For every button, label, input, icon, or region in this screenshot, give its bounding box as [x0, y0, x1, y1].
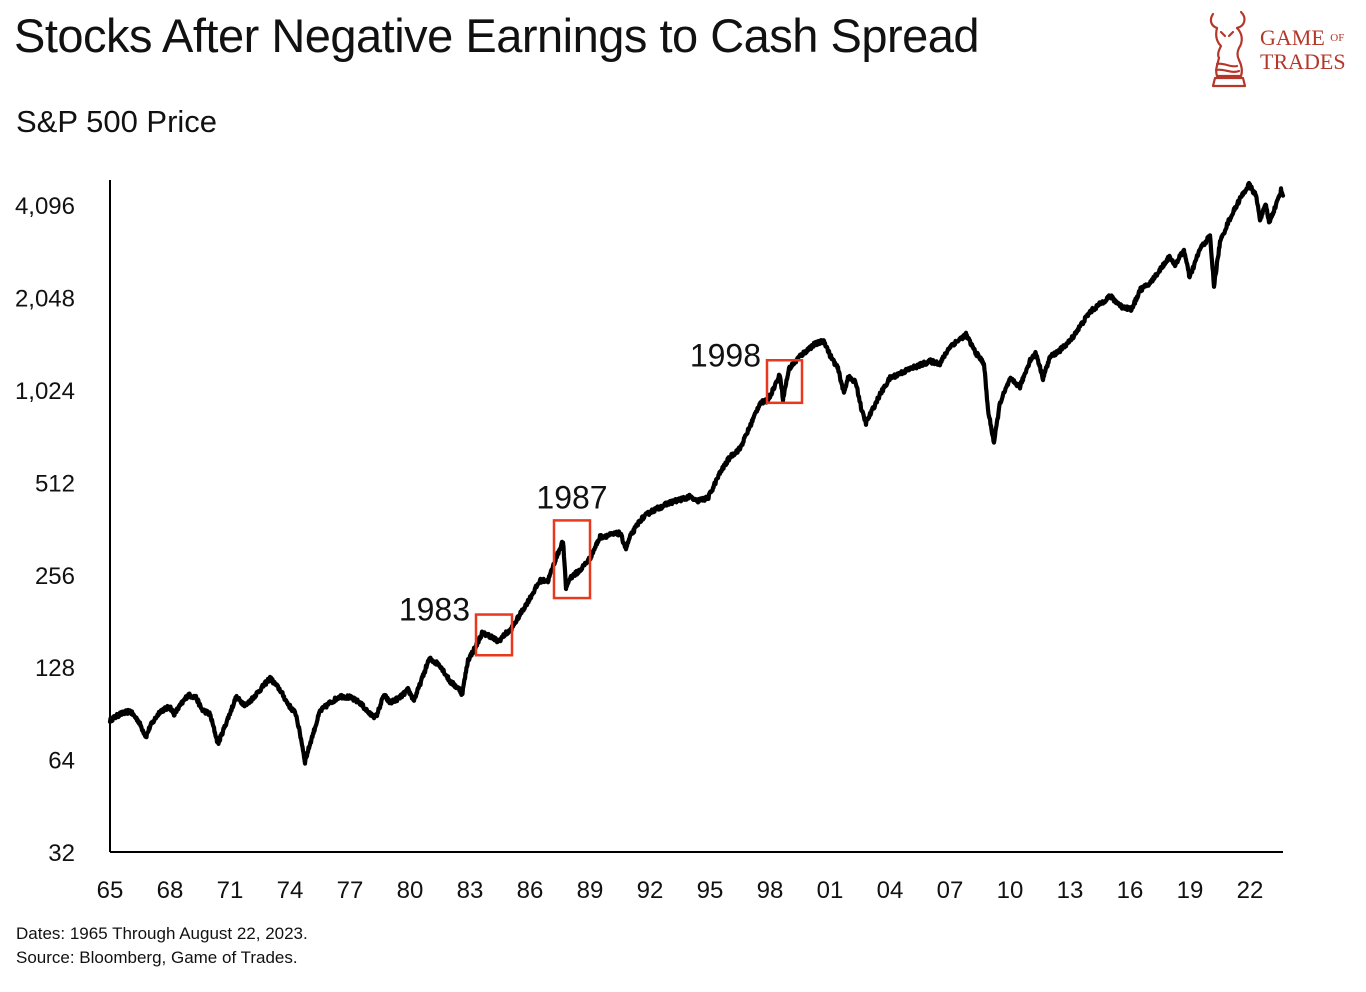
- x-tick-label: 71: [217, 877, 244, 904]
- y-axis: 32 64 128 256 512 1,024 2,048 4,096: [15, 180, 111, 867]
- y-tick-label: 128: [35, 655, 75, 682]
- annotation-label-1987: 1987: [536, 479, 607, 515]
- x-tick-label: 68: [157, 877, 184, 904]
- game-of-trades-logo: GAME OF TRADES: [1203, 6, 1353, 96]
- x-tick-label: 98: [757, 877, 784, 904]
- annotation-label-1998: 1998: [690, 337, 761, 373]
- annotation-label-1983: 1983: [399, 592, 470, 628]
- annotation-box-1987: [552, 519, 592, 600]
- y-tick-label: 32: [48, 840, 75, 867]
- annotations: 1983 1987 1998: [399, 337, 804, 657]
- x-tick-label: 77: [337, 877, 364, 904]
- sp500-price-line: [107, 180, 1286, 766]
- x-tick-label: 04: [877, 877, 904, 904]
- y-tick-label: 256: [35, 563, 75, 590]
- x-tick-label: 74: [277, 877, 304, 904]
- x-tick-label: 10: [997, 877, 1024, 904]
- y-tick-label: 64: [48, 748, 75, 775]
- x-tick-label: 86: [517, 877, 544, 904]
- footnote-source: Source: Bloomberg, Game of Trades.: [16, 948, 298, 967]
- x-tick-label: 22: [1237, 877, 1264, 904]
- x-tick-label: 07: [937, 877, 964, 904]
- footnote-dates: Dates: 1965 Through August 22, 2023.: [16, 924, 308, 943]
- bull-chess-knight-icon: [1209, 10, 1247, 88]
- chart-subtitle: S&P 500 Price: [16, 104, 218, 139]
- series-group: [107, 180, 1286, 766]
- x-tick-label: 16: [1117, 877, 1144, 904]
- logo-wordmark: GAME OF TRADES: [1260, 25, 1346, 74]
- y-tick-label: 512: [35, 470, 75, 497]
- annotation-box-1998: [765, 359, 804, 405]
- x-tick-label: 19: [1177, 877, 1204, 904]
- x-tick-label: 83: [457, 877, 484, 904]
- x-tick-label: 13: [1057, 877, 1084, 904]
- x-tick-label: 80: [397, 877, 424, 904]
- y-tick-label: 4,096: [15, 193, 75, 220]
- annotation-box-1983: [474, 613, 514, 657]
- y-tick-label: 2,048: [15, 286, 75, 313]
- x-tick-label: 65: [97, 877, 124, 904]
- x-axis: 65 68 71 74 77 80 83 86 89 92 95 98 01 04 07 10 13 16 19 22: [97, 851, 1283, 904]
- x-tick-label: 01: [817, 877, 844, 904]
- x-tick-label: 92: [637, 877, 664, 904]
- chart-title: Stocks After Negative Earnings to Cash S…: [14, 9, 980, 62]
- x-tick-label: 89: [577, 877, 604, 904]
- y-tick-label: 1,024: [15, 378, 75, 405]
- x-tick-label: 95: [697, 877, 724, 904]
